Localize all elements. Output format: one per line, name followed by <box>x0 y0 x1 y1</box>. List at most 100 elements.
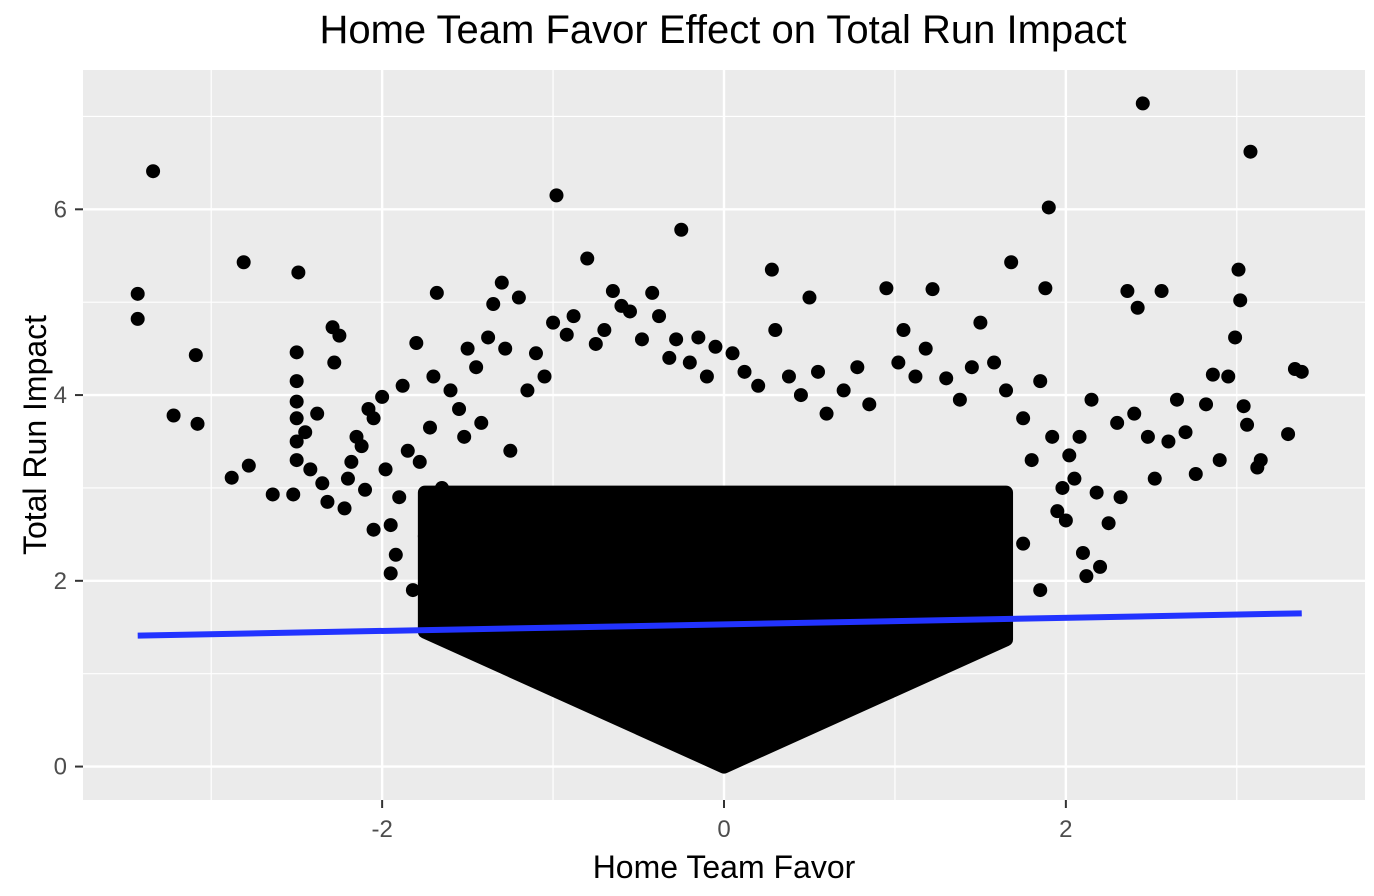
data-point <box>1016 536 1031 551</box>
data-point <box>768 323 783 338</box>
y-axis-title: Total Run Impact <box>17 315 53 555</box>
data-point <box>392 490 407 505</box>
data-point <box>1075 545 1090 560</box>
data-point <box>781 369 796 384</box>
data-point <box>289 453 304 468</box>
data-point <box>699 369 714 384</box>
data-point <box>383 566 398 581</box>
dense-cloud-region <box>417 485 1014 774</box>
y-tick-label: 0 <box>54 754 67 781</box>
data-point <box>793 388 808 403</box>
data-point <box>645 285 660 300</box>
data-point <box>588 336 603 351</box>
data-point <box>1084 392 1099 407</box>
data-point <box>130 311 145 326</box>
data-point <box>669 332 684 347</box>
data-point <box>166 408 181 423</box>
data-point <box>452 401 467 416</box>
data-point <box>939 371 954 386</box>
data-point <box>549 188 564 203</box>
data-point <box>764 262 779 277</box>
data-point <box>1093 559 1108 574</box>
data-point <box>1294 364 1309 379</box>
data-point <box>674 222 689 237</box>
data-point <box>457 429 472 444</box>
data-point <box>443 494 458 509</box>
data-point <box>1045 429 1060 444</box>
data-point <box>494 275 509 290</box>
data-point <box>298 425 313 440</box>
data-point <box>1120 284 1135 299</box>
data-point <box>559 327 574 342</box>
data-point <box>388 547 403 562</box>
data-point <box>395 378 410 393</box>
data-point <box>1140 429 1155 444</box>
data-point <box>836 383 851 398</box>
data-point <box>366 411 381 426</box>
data-point <box>486 297 501 312</box>
data-point <box>469 360 484 375</box>
data-point <box>417 529 432 544</box>
data-point <box>289 394 304 409</box>
data-point <box>400 443 415 458</box>
data-point <box>190 416 205 431</box>
data-point <box>662 350 677 365</box>
data-point <box>354 439 369 454</box>
data-point <box>340 471 355 486</box>
data-point <box>236 255 251 270</box>
data-point <box>366 522 381 537</box>
data-point <box>337 501 352 516</box>
data-point <box>896 323 911 338</box>
data-point <box>130 286 145 301</box>
data-point <box>320 494 335 509</box>
data-point <box>737 364 752 379</box>
data-point <box>1240 417 1255 432</box>
data-point <box>987 355 1002 370</box>
chart-title: Home Team Favor Effect on Total Run Impa… <box>319 8 1126 52</box>
data-point <box>597 323 612 338</box>
data-point <box>422 420 437 435</box>
data-point <box>498 341 513 356</box>
data-point <box>1033 583 1048 598</box>
data-point <box>1041 200 1056 215</box>
data-point <box>327 355 342 370</box>
data-point <box>405 583 420 598</box>
data-point <box>802 290 817 305</box>
data-point <box>952 392 967 407</box>
data-point <box>289 345 304 360</box>
data-point <box>474 415 489 430</box>
data-point <box>891 355 906 370</box>
data-point <box>1178 425 1193 440</box>
data-point <box>682 355 697 370</box>
data-point <box>460 341 475 356</box>
data-point <box>1050 504 1065 519</box>
data-point <box>426 369 441 384</box>
data-point <box>1135 96 1150 111</box>
data-point <box>999 383 1014 398</box>
data-point <box>546 315 561 330</box>
data-point <box>708 339 723 354</box>
data-point <box>378 462 393 477</box>
data-point <box>1154 284 1169 299</box>
data-point <box>1199 397 1214 412</box>
data-point <box>566 309 581 324</box>
data-point <box>811 364 826 379</box>
data-point <box>434 480 449 495</box>
data-point <box>1062 448 1077 463</box>
data-point <box>1033 374 1048 389</box>
fit-line-layer <box>137 610 1302 639</box>
data-point <box>1110 415 1125 430</box>
data-point <box>289 411 304 426</box>
axes: -2 0 2 0 2 4 6 <box>54 196 1073 843</box>
x-tick-label: 2 <box>1059 816 1072 843</box>
data-point <box>443 383 458 398</box>
data-point <box>291 265 306 280</box>
data-point <box>634 332 649 347</box>
data-point <box>1113 490 1128 505</box>
data-point <box>289 434 304 449</box>
x-tick-label: -2 <box>371 816 392 843</box>
y-tick-label: 2 <box>54 568 67 595</box>
data-point <box>973 315 988 330</box>
data-point <box>1079 569 1094 584</box>
